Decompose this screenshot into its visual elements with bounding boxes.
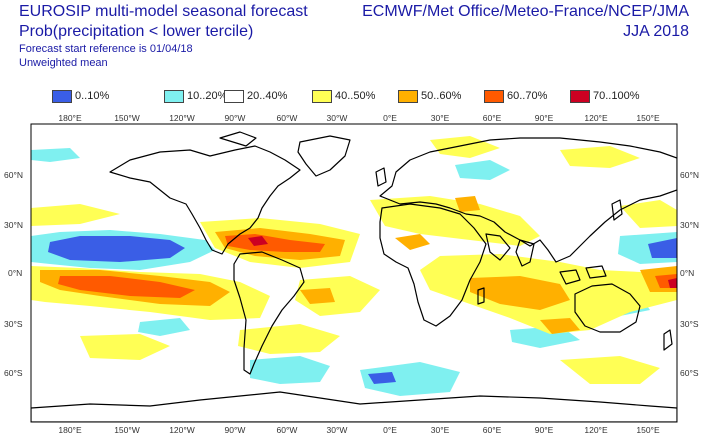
legend-label: 20..40% bbox=[247, 90, 288, 102]
lon-label: 60°W bbox=[277, 425, 298, 435]
map-subtitle: Prob(precipitation < lower tercile) bbox=[19, 23, 254, 40]
lon-label: 90°W bbox=[225, 425, 246, 435]
lon-labels-top: 180°E 150°W 120°W 90°W 60°W 30°W 0°E 30°… bbox=[58, 113, 660, 123]
lat-label: 0°N bbox=[680, 268, 694, 278]
legend-swatch bbox=[570, 89, 590, 103]
lat-label: 30°S bbox=[680, 319, 699, 329]
probability-shading bbox=[31, 136, 677, 396]
coastlines bbox=[31, 131, 677, 422]
lat-label: 30°N bbox=[4, 220, 23, 230]
lon-label: 30°E bbox=[431, 425, 450, 435]
legend-item: 10..20% bbox=[164, 88, 227, 104]
legend-label: 40..50% bbox=[335, 90, 376, 102]
lon-label: 90°E bbox=[535, 113, 554, 123]
lon-label: 30°W bbox=[327, 113, 348, 123]
lat-label: 0°N bbox=[8, 268, 22, 278]
lat-label: 60°S bbox=[680, 368, 699, 378]
lat-label: 60°S bbox=[4, 368, 23, 378]
lon-label: 0°E bbox=[383, 425, 397, 435]
lon-label: 180°E bbox=[58, 113, 82, 123]
legend-swatch bbox=[484, 89, 504, 103]
legend-item: 40..50% bbox=[312, 88, 375, 104]
legend-item: 20..40% bbox=[224, 88, 287, 104]
lon-label: 150°W bbox=[114, 113, 140, 123]
lat-labels-left: 60°N 30°N 0°N 30°S 60°S bbox=[4, 170, 23, 378]
lat-label: 60°N bbox=[680, 170, 699, 180]
lon-label: 60°W bbox=[277, 113, 298, 123]
legend-label: 0..10% bbox=[75, 90, 110, 102]
lat-labels-right: 60°N 30°N 0°N 30°S 60°S bbox=[680, 170, 699, 378]
legend-swatch bbox=[312, 89, 332, 103]
lon-label: 30°E bbox=[431, 113, 450, 123]
legend-swatch bbox=[164, 89, 184, 103]
legend-label: 10..20% bbox=[187, 90, 228, 102]
lon-label: 150°W bbox=[114, 425, 140, 435]
lon-label: 60°E bbox=[483, 425, 502, 435]
mean-type-text: Unweighted mean bbox=[19, 57, 108, 69]
legend-swatch bbox=[52, 89, 72, 103]
lon-labels-bottom: 180°E 150°W 120°W 90°W 60°W 30°W 0°E 30°… bbox=[58, 425, 660, 435]
lon-label: 180°E bbox=[58, 425, 82, 435]
color-legend: 0..10% 10..20% 20..40% 40..50% 50..60% 6… bbox=[52, 88, 692, 104]
season-text: JJA 2018 bbox=[623, 23, 689, 40]
legend-label: 60..70% bbox=[507, 90, 548, 102]
map-frame bbox=[30, 123, 678, 423]
lon-label: 150°E bbox=[636, 425, 660, 435]
lat-label: 30°S bbox=[4, 319, 23, 329]
lon-label: 120°W bbox=[169, 425, 195, 435]
forecast-start-text: Forecast start reference is 01/04/18 bbox=[19, 43, 193, 55]
lat-label: 30°N bbox=[680, 220, 699, 230]
legend-item: 60..70% bbox=[484, 88, 547, 104]
lon-label: 90°W bbox=[225, 113, 246, 123]
legend-swatch bbox=[398, 89, 418, 103]
legend-item: 70..100% bbox=[570, 88, 639, 104]
map-title: EUROSIP multi-model seasonal forecast bbox=[19, 3, 308, 20]
lon-label: 120°W bbox=[169, 113, 195, 123]
lat-label: 60°N bbox=[4, 170, 23, 180]
legend-item: 50..60% bbox=[398, 88, 461, 104]
legend-item: 0..10% bbox=[52, 88, 109, 104]
lon-label: 150°E bbox=[636, 113, 660, 123]
lon-label: 60°E bbox=[483, 113, 502, 123]
legend-label: 50..60% bbox=[421, 90, 462, 102]
legend-swatch bbox=[224, 89, 244, 103]
centres-text: ECMWF/Met Office/Meteo-France/NCEP/JMA bbox=[362, 3, 689, 20]
legend-label: 70..100% bbox=[593, 90, 640, 102]
lon-label: 30°W bbox=[327, 425, 348, 435]
lon-label: 120°E bbox=[584, 113, 608, 123]
lon-label: 0°E bbox=[383, 113, 397, 123]
lon-label: 90°E bbox=[535, 425, 554, 435]
lon-label: 120°E bbox=[584, 425, 608, 435]
